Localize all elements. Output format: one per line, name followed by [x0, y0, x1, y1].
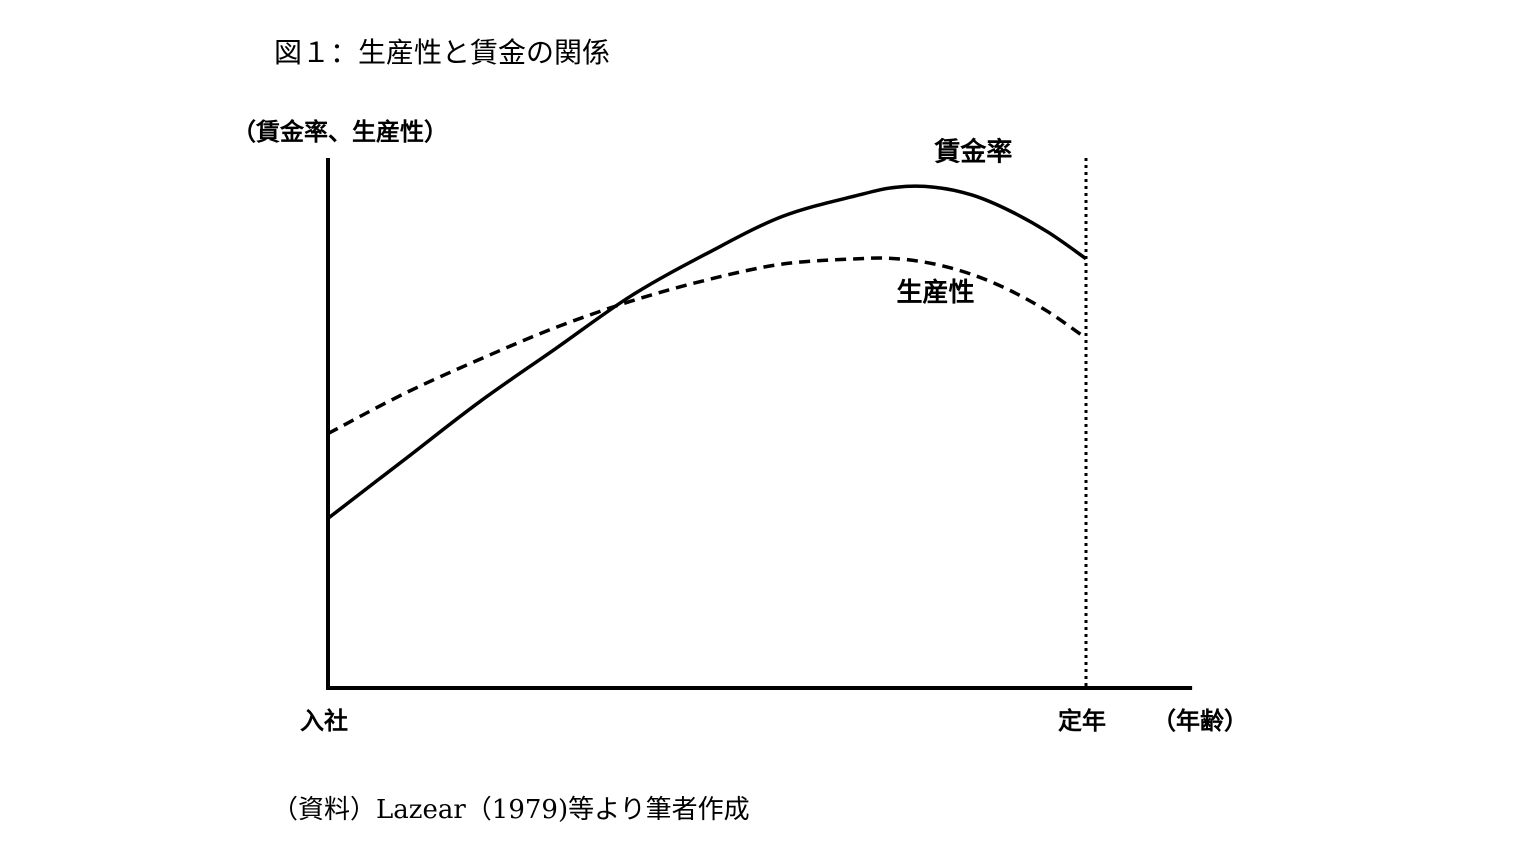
series-label-1: 賃金率: [933, 137, 1012, 168]
figure-title: 図１：生産性と賃金の関係: [274, 36, 610, 69]
x-end-label: 定年: [1058, 707, 1106, 735]
x-axis-label: （年齢）: [1152, 707, 1248, 735]
x-start-label: 入社: [300, 707, 348, 735]
source-note: （資料）Lazear（1979)等より筆者作成: [272, 795, 750, 825]
y-axis-label: （賃金率、生産性）: [232, 118, 448, 146]
series-line-1: [326, 184, 1088, 520]
series-label-2: 生産性: [897, 277, 975, 308]
series-line-2: [327, 256, 1088, 436]
